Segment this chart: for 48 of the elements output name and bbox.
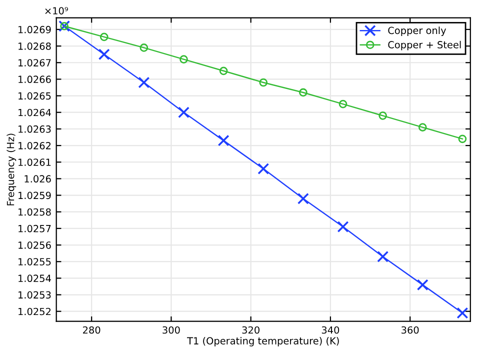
y-tick-label: 1.0267 [18,59,51,66]
point [98,48,110,60]
point [100,32,108,42]
y-tick-label: 1.0262 [18,142,51,150]
point [180,55,188,64]
point [416,279,428,291]
point [299,88,308,97]
y-tick-label: 1.0253 [18,291,51,299]
y-tick-label: 1.0252 [18,308,51,316]
y-tick-label: 1.0256 [18,242,51,249]
point [218,134,230,146]
point [140,44,148,52]
y-tick-label: 1.0257 [18,224,51,232]
y-tick-label: 1.026 [24,175,51,183]
y-tick-label: 1.0265 [18,92,51,100]
point [258,162,270,175]
y-tick-label: 1.0255 [18,258,51,266]
point [378,112,387,120]
point [338,100,348,108]
point [418,123,427,132]
x-axis-title: T1 (Operating temperature) (K) [187,336,339,346]
legend-label: Copper only [388,26,446,36]
x-tick-label: 280 [83,326,100,334]
y-tick-label: 1.0269 [18,26,51,34]
point [297,192,309,204]
point [456,307,468,319]
y-tick-label: 1.0261 [18,158,51,166]
x-tick-label: 360 [402,326,419,334]
point [458,134,467,144]
y-tick-label: 1.0258 [18,208,51,216]
point [259,78,268,87]
y-tick-label: 1.0264 [18,108,51,116]
y-tick-label: 1.0259 [18,192,51,200]
y-tick-label: 1.0263 [18,125,51,133]
y-tick-label: 1.0268 [18,42,51,50]
y-tick-label: 1.0266 [18,76,51,84]
point [219,66,228,76]
y-axis-title: Frequency (Hz) [6,134,16,206]
y-tick-label: 1.0254 [18,274,51,282]
x-tick-label: 320 [242,326,260,334]
text: ×10⁹ [45,7,68,14]
x-tick-label: 300 [162,326,180,334]
point [138,76,150,88]
point [377,250,389,262]
legend-label: Copper + Steel [388,40,461,50]
point [178,106,190,118]
point [337,221,349,233]
x-tick-label: 340 [322,326,340,334]
